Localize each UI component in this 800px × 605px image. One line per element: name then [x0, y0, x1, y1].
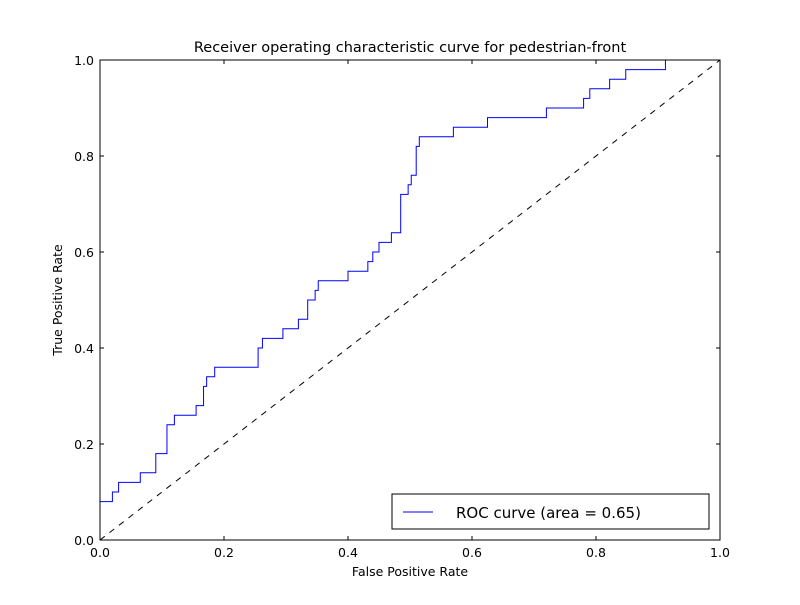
x-tick-label: 0.0 [90, 545, 110, 560]
y-tick-label: 0.2 [74, 437, 94, 452]
y-axis-label: True Positive Rate [50, 244, 65, 357]
x-tick-label: 0.8 [586, 545, 606, 560]
chance-diagonal-line [100, 60, 720, 540]
ticks-layer: 0.0 0.2 0.4 0.6 0.8 1.0 0.0 0.2 0.4 0.6 0.8 1.0 [74, 53, 730, 560]
chart-title: Receiver operating characteristic curve … [194, 40, 627, 56]
legend: ROC curve (area = 0.65) [391, 493, 710, 530]
y-tick-label: 0.4 [74, 341, 94, 356]
x-tick-label: 1.0 [710, 545, 730, 560]
legend-box [391, 493, 710, 530]
y-tick-label: 1.0 [74, 53, 94, 68]
x-axis-label: False Positive Rate [352, 564, 468, 579]
legend-entry-roc-curve: ROC curve (area = 0.65) [456, 504, 641, 522]
plot-area-frame [99, 59, 721, 541]
y-tick-label: 0.0 [74, 533, 94, 548]
roc-curve-line [100, 60, 720, 540]
x-tick-label: 0.6 [462, 545, 482, 560]
x-tick-label: 0.2 [214, 545, 234, 560]
y-tick-label: 0.8 [74, 149, 94, 164]
x-tick-label: 0.4 [338, 545, 358, 560]
series-layer [100, 60, 720, 540]
y-tick-label: 0.6 [74, 245, 94, 260]
